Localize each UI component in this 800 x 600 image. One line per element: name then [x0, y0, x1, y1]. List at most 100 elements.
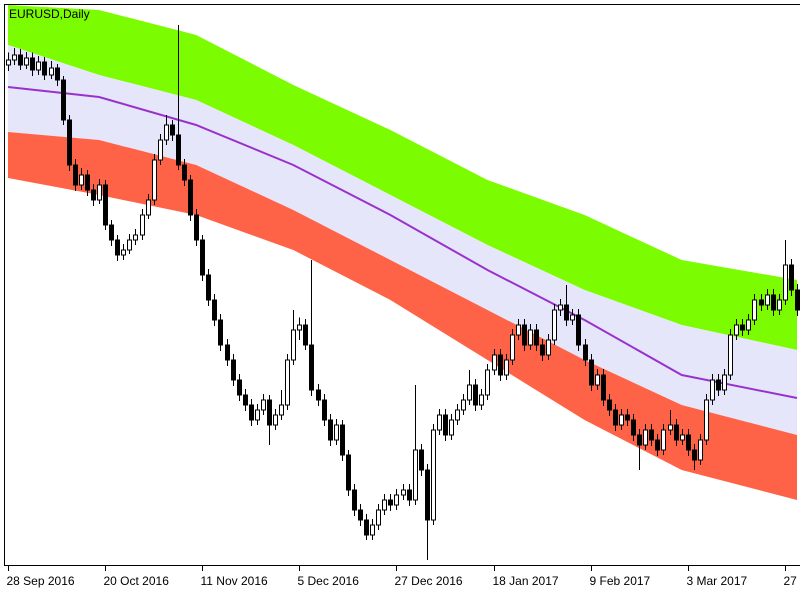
candle-body	[437, 414, 442, 431]
candle-body	[661, 429, 666, 451]
candle-body	[401, 489, 406, 496]
candle-body	[61, 79, 66, 121]
candle-body	[728, 334, 733, 376]
candle-body	[601, 374, 606, 401]
candle-body	[67, 119, 72, 166]
candle-body	[164, 124, 169, 141]
candle-body	[558, 304, 563, 311]
candle-body	[722, 374, 727, 391]
candle-body	[710, 379, 715, 401]
candle-body	[431, 429, 436, 521]
x-tick-label: 18 Jan 2017	[493, 574, 559, 588]
candle-body	[225, 344, 230, 361]
candle-body	[49, 67, 54, 76]
candle-body	[12, 54, 17, 61]
candle-body	[334, 424, 339, 441]
candle-body	[613, 409, 618, 426]
candle-body	[30, 57, 35, 71]
candle-body	[546, 339, 551, 356]
candle-body	[36, 61, 41, 71]
candle-body	[6, 59, 11, 66]
candle-body	[783, 264, 788, 301]
candle-body	[655, 439, 660, 451]
candle-body	[492, 354, 497, 371]
candle-body	[170, 124, 175, 136]
candle-body	[504, 359, 509, 376]
candle-body	[407, 489, 412, 501]
candle-body	[85, 174, 90, 191]
candle-body	[589, 359, 594, 386]
candle-body	[346, 454, 351, 491]
candle-body	[42, 61, 47, 76]
candle-body	[79, 174, 84, 186]
candle-body	[322, 399, 327, 421]
candle-body	[734, 324, 739, 336]
candle-body	[619, 414, 624, 426]
chart-title: EURUSD,Daily	[9, 7, 90, 21]
candle-body	[498, 354, 503, 376]
candle-body	[631, 419, 636, 436]
candle-body	[552, 309, 557, 341]
candle-body	[188, 179, 193, 216]
candle-body	[115, 239, 120, 256]
candle-body	[759, 299, 764, 306]
x-tick-label: 5 Dec 2016	[298, 574, 360, 588]
candle-body	[752, 299, 757, 321]
candle-body	[218, 319, 223, 346]
candle-body	[668, 424, 673, 431]
candle-body	[625, 414, 630, 421]
candle-body	[291, 329, 296, 361]
candle-body	[200, 239, 205, 276]
candle-body	[564, 304, 569, 321]
candle-body	[576, 314, 581, 346]
candle-body	[534, 329, 539, 346]
candle-body	[73, 164, 78, 186]
candle-body	[637, 434, 642, 446]
x-tick-label: 20 Oct 2016	[104, 574, 170, 588]
x-tick-label: 9 Feb 2017	[590, 574, 651, 588]
candle-body	[158, 139, 163, 161]
band	[8, 5, 797, 350]
candle-body	[121, 249, 126, 256]
candle-body	[352, 489, 357, 511]
candle-body	[795, 289, 800, 311]
candle-body	[716, 379, 721, 391]
candle-body	[680, 434, 685, 441]
band	[8, 132, 797, 500]
candle-body	[133, 234, 138, 241]
candle-body	[540, 344, 545, 356]
candle-body	[103, 184, 108, 226]
x-tick-label: 11 Nov 2016	[201, 574, 268, 588]
candle-body	[643, 429, 648, 446]
candle-body	[249, 404, 254, 421]
candle-body	[443, 414, 448, 436]
candle-body	[686, 434, 691, 451]
candle-body	[394, 494, 399, 506]
candle-body	[24, 57, 29, 66]
candle-body	[140, 214, 145, 236]
candle-body	[765, 294, 770, 306]
candle-body	[255, 409, 260, 421]
candle-body	[740, 324, 745, 331]
candle-body	[237, 379, 242, 396]
candle-body	[91, 189, 96, 201]
candle-body	[674, 424, 679, 441]
candle-body	[570, 314, 575, 321]
candle-body	[522, 324, 527, 346]
band	[8, 45, 797, 435]
candle-body	[382, 499, 387, 511]
candle-body	[510, 334, 515, 361]
candle-body	[297, 324, 302, 331]
candle-body	[388, 499, 393, 506]
candle-body	[243, 394, 248, 406]
candle-body	[528, 329, 533, 346]
x-tick-label: 27 Dec 2016	[395, 574, 463, 588]
candle-body	[704, 399, 709, 441]
candle-body	[449, 419, 454, 436]
candle-body	[97, 184, 102, 201]
candle-body	[595, 374, 600, 386]
middle-line	[7, 86, 798, 399]
candle-body	[746, 319, 751, 331]
